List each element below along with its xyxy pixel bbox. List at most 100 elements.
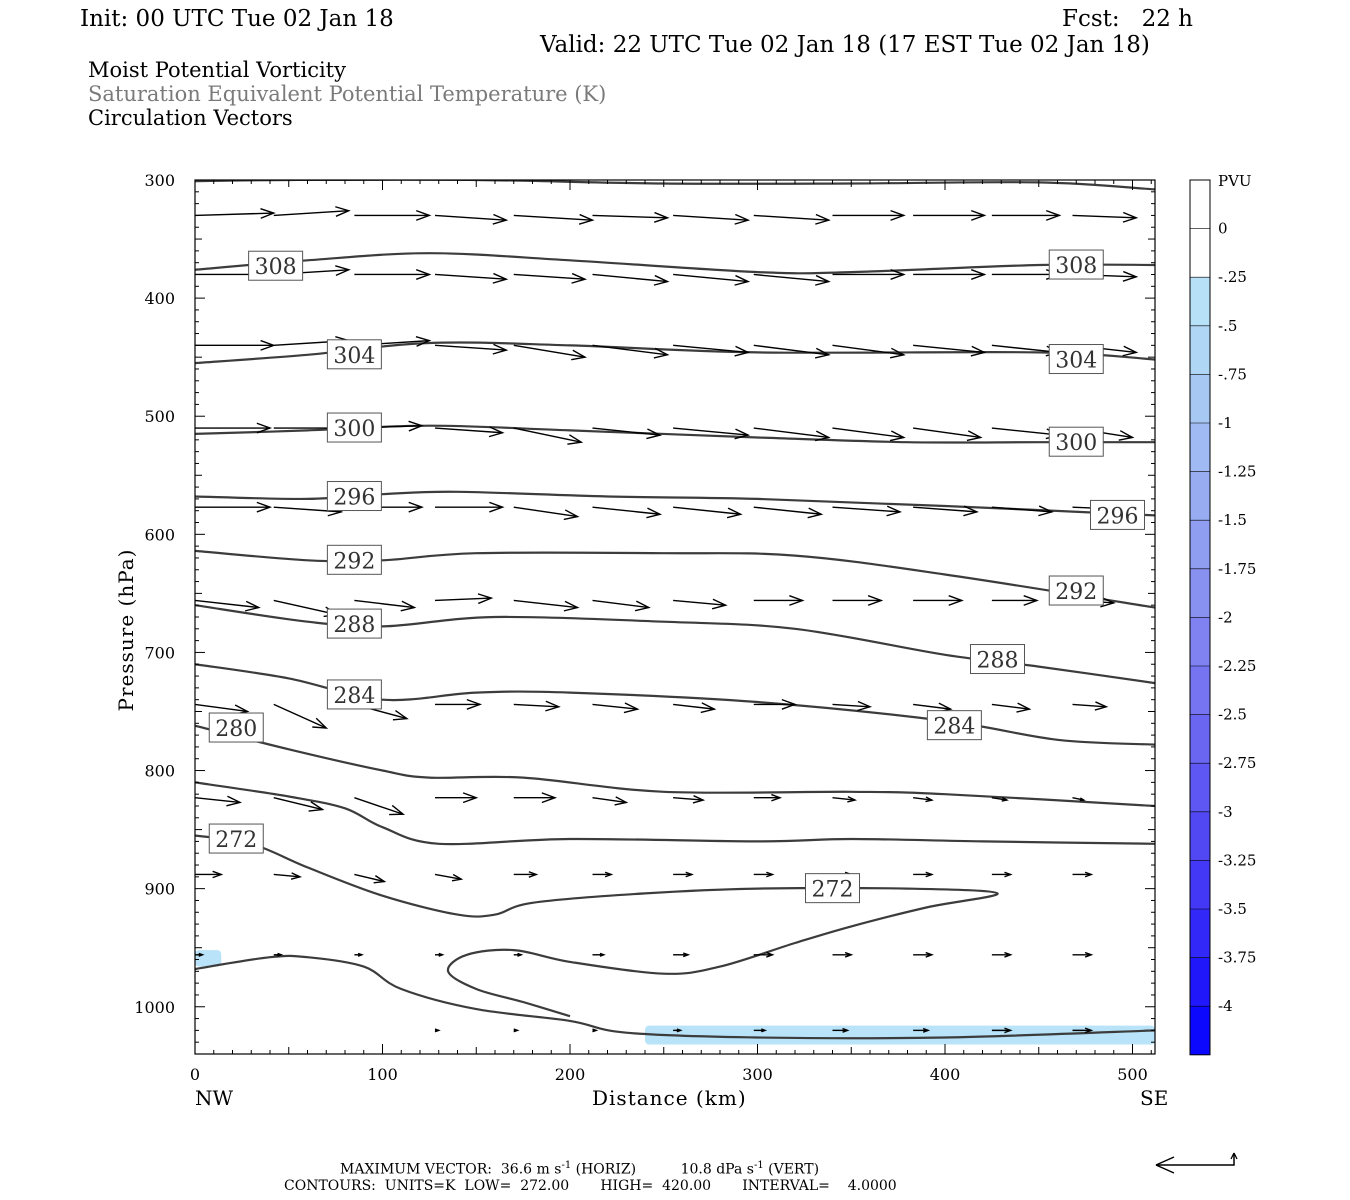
circulation-vector-head: [726, 507, 743, 519]
circulation-vector-head: [1122, 270, 1139, 282]
contour-label-box: [926, 710, 982, 741]
circulation-vector-head: [890, 269, 906, 280]
circulation-vector-head: [1038, 505, 1054, 517]
y-tick-label: 900: [144, 880, 175, 899]
circulation-vector: [913, 427, 981, 439]
circulation-vector-head: [1001, 796, 1009, 802]
circulation-vector: [195, 599, 259, 609]
colorbar-swatch: [1190, 471, 1210, 521]
circulation-vector-head: [814, 430, 831, 442]
circulation-vector-head: [867, 595, 884, 606]
circulation-vector: [673, 344, 749, 354]
circulation-vector-head: [408, 420, 424, 432]
circulation-vector: [354, 599, 415, 609]
circulation-vector-head: [623, 702, 640, 714]
circulation-vector-head: [373, 875, 387, 884]
circulation-vector: [673, 599, 726, 606]
contour-label-box: [805, 873, 860, 904]
colorbar-title: PVU: [1218, 172, 1252, 190]
colorbar-label: -2.5: [1218, 706, 1247, 724]
circulation-vector: [354, 797, 404, 815]
circulation-vector-head: [1094, 701, 1109, 711]
circulation-vector-head: [682, 952, 691, 958]
circulation-vector-head: [290, 872, 303, 880]
y-tick-label: 600: [144, 525, 175, 544]
circulation-vector-head: [466, 698, 483, 710]
circulation-vector-head: [244, 600, 261, 612]
circulation-vector-head: [814, 347, 831, 359]
circulation-vector-head: [462, 792, 479, 804]
forecast-hour: Fcst: 22 h: [1062, 6, 1193, 32]
circulation-vector-head: [1004, 871, 1013, 878]
circulation-vector-head: [517, 952, 524, 957]
circulation-vector-head: [578, 213, 595, 225]
x-tick-label: 400: [930, 1065, 961, 1084]
theta-e-contour: [195, 954, 1155, 1040]
circulation-vector: [832, 344, 904, 356]
colorbar-label: -2: [1218, 608, 1233, 626]
circulation-vector-head: [925, 951, 934, 958]
circulation-vector: [513, 214, 593, 221]
colorbar-swatch: [1190, 957, 1210, 1007]
circulation-vector: [913, 344, 985, 354]
contour-label-box: [1048, 344, 1104, 375]
contour-label: 308: [1055, 254, 1097, 279]
mpv-shading-region: [645, 1025, 1155, 1045]
circulation-vector: [434, 273, 507, 280]
circulation-vector-head: [599, 952, 606, 957]
field-vectors: Circulation Vectors: [88, 106, 293, 130]
contour-label-box: [248, 250, 304, 281]
circulation-vector-head: [700, 702, 717, 714]
x-tick-label: 0: [190, 1065, 200, 1084]
circulation-vector: [273, 797, 323, 811]
circulation-vector: [832, 427, 904, 439]
x-axis-left-end-label: NW: [195, 1086, 234, 1110]
circulation-vector: [592, 427, 661, 436]
circulation-vector-head: [571, 272, 588, 284]
circulation-vector: [991, 427, 1060, 436]
circulation-vector-head: [676, 1028, 683, 1033]
colorbar-label: -4: [1218, 997, 1233, 1015]
circulation-vector: [1072, 214, 1137, 219]
circulation-vector-head: [1084, 871, 1094, 878]
circulation-vector: [592, 703, 638, 710]
valid-time: Valid: 22 UTC Tue 02 Jan 18 (17 EST Tue …: [540, 32, 1150, 58]
circulation-vector-head: [1122, 345, 1139, 357]
colorbar-label: -.25: [1218, 268, 1247, 286]
circulation-vector: [273, 703, 327, 729]
circulation-vector-head: [477, 593, 494, 605]
vert-unit-exponent: -1: [753, 1160, 764, 1171]
circulation-vector-head: [567, 434, 584, 445]
circulation-vector-head: [766, 871, 775, 878]
contour-label-box: [326, 481, 382, 512]
circulation-vector: [753, 506, 822, 515]
circulation-vector: [434, 873, 462, 880]
contour-info: CONTOURS: UNITS=K LOW= 272.00 HIGH= 420.…: [284, 1178, 897, 1194]
contour-label-box: [326, 544, 382, 575]
circulation-vector: [513, 427, 582, 443]
circulation-vector-head: [1084, 1027, 1094, 1034]
circulation-vector-head: [734, 345, 751, 357]
colorbar-label: -.5: [1218, 317, 1237, 335]
circulation-vector: [673, 506, 741, 515]
x-tick-label: 100: [367, 1065, 398, 1084]
circulation-vector-head: [970, 345, 987, 357]
circulation-vector-head: [451, 873, 464, 882]
colorbar-label: -3.25: [1218, 851, 1256, 869]
circulation-vector-head: [970, 209, 987, 221]
circulation-vector-head: [847, 795, 858, 803]
circulation-vector-head: [492, 343, 509, 355]
circulation-vector-head: [434, 1028, 441, 1033]
circulation-vector: [991, 797, 1007, 801]
circulation-vector-head: [308, 801, 325, 812]
circulation-vector-head: [948, 595, 964, 606]
circulation-vector-head: [815, 213, 831, 225]
contour-label-box: [1090, 499, 1145, 530]
circulation-vector: [913, 506, 977, 513]
circulation-vector-head: [438, 952, 445, 957]
circulation-vector-head: [766, 951, 775, 958]
y-tick-label: 300: [144, 171, 175, 190]
circulation-vector: [673, 703, 715, 710]
colorbar-label: -1: [1218, 414, 1233, 432]
theta-e-contour: [195, 252, 1155, 275]
